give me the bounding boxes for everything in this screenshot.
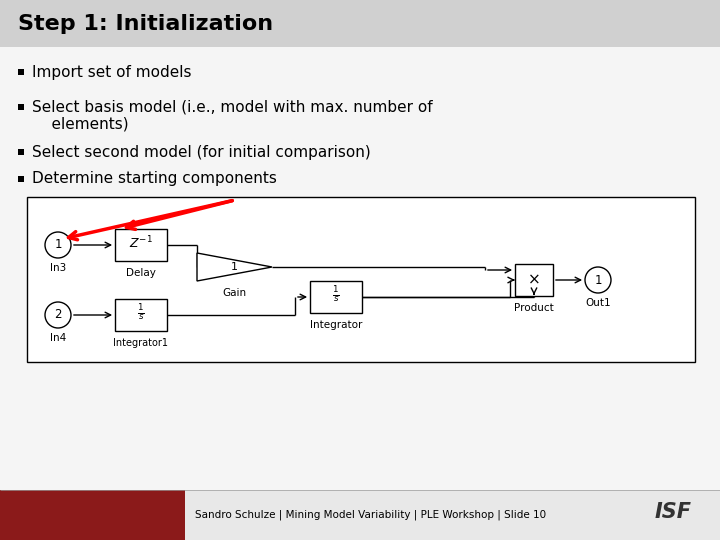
Bar (310, 281, 362, 313)
Text: Select basis model (i.e., model with max. number of: Select basis model (i.e., model with max… (32, 99, 433, 114)
Text: 2: 2 (54, 308, 62, 321)
Text: Step 1: Initialization: Step 1: Initialization (18, 14, 273, 34)
Bar (18, 104, 24, 110)
Text: 1: 1 (231, 262, 238, 272)
Text: ×: × (528, 273, 541, 287)
Text: Import set of models: Import set of models (32, 64, 192, 79)
Bar (18, 149, 24, 155)
Text: $\frac{1}{s}$: $\frac{1}{s}$ (332, 285, 340, 305)
Text: Select second model (for initial comparison): Select second model (for initial compari… (32, 145, 371, 159)
Text: Integrator: Integrator (310, 320, 362, 330)
Text: Determine starting components: Determine starting components (32, 172, 277, 186)
Text: 1: 1 (594, 273, 602, 287)
Bar (27, 197, 695, 362)
Text: Delay: Delay (126, 268, 156, 278)
Bar (0, 490, 185, 540)
Bar (115, 299, 167, 331)
Text: 1: 1 (54, 239, 62, 252)
Circle shape (585, 267, 611, 293)
Text: Product: Product (514, 303, 554, 313)
Text: Sandro Schulze | Mining Model Variability | PLE Workshop | Slide 10: Sandro Schulze | Mining Model Variabilit… (195, 510, 546, 520)
Text: Integrator1: Integrator1 (114, 338, 168, 348)
Circle shape (45, 302, 71, 328)
Text: Gain: Gain (222, 288, 246, 298)
Text: $Z^{-1}$: $Z^{-1}$ (129, 235, 153, 251)
Text: Out1: Out1 (585, 298, 611, 308)
Bar (115, 229, 167, 261)
Bar (18, 176, 24, 182)
Bar (0, 0, 720, 47)
Bar (5, 495, 43, 535)
Text: In3: In3 (50, 263, 66, 273)
Polygon shape (197, 253, 272, 281)
Bar (515, 264, 553, 296)
Text: In4: In4 (50, 333, 66, 343)
Text: ISF: ISF (655, 502, 692, 522)
Text: $\frac{1}{s}$: $\frac{1}{s}$ (138, 303, 145, 323)
Bar (0, 45, 720, 490)
Circle shape (45, 232, 71, 258)
Bar (18, 69, 24, 75)
Text: elements): elements) (32, 117, 129, 132)
